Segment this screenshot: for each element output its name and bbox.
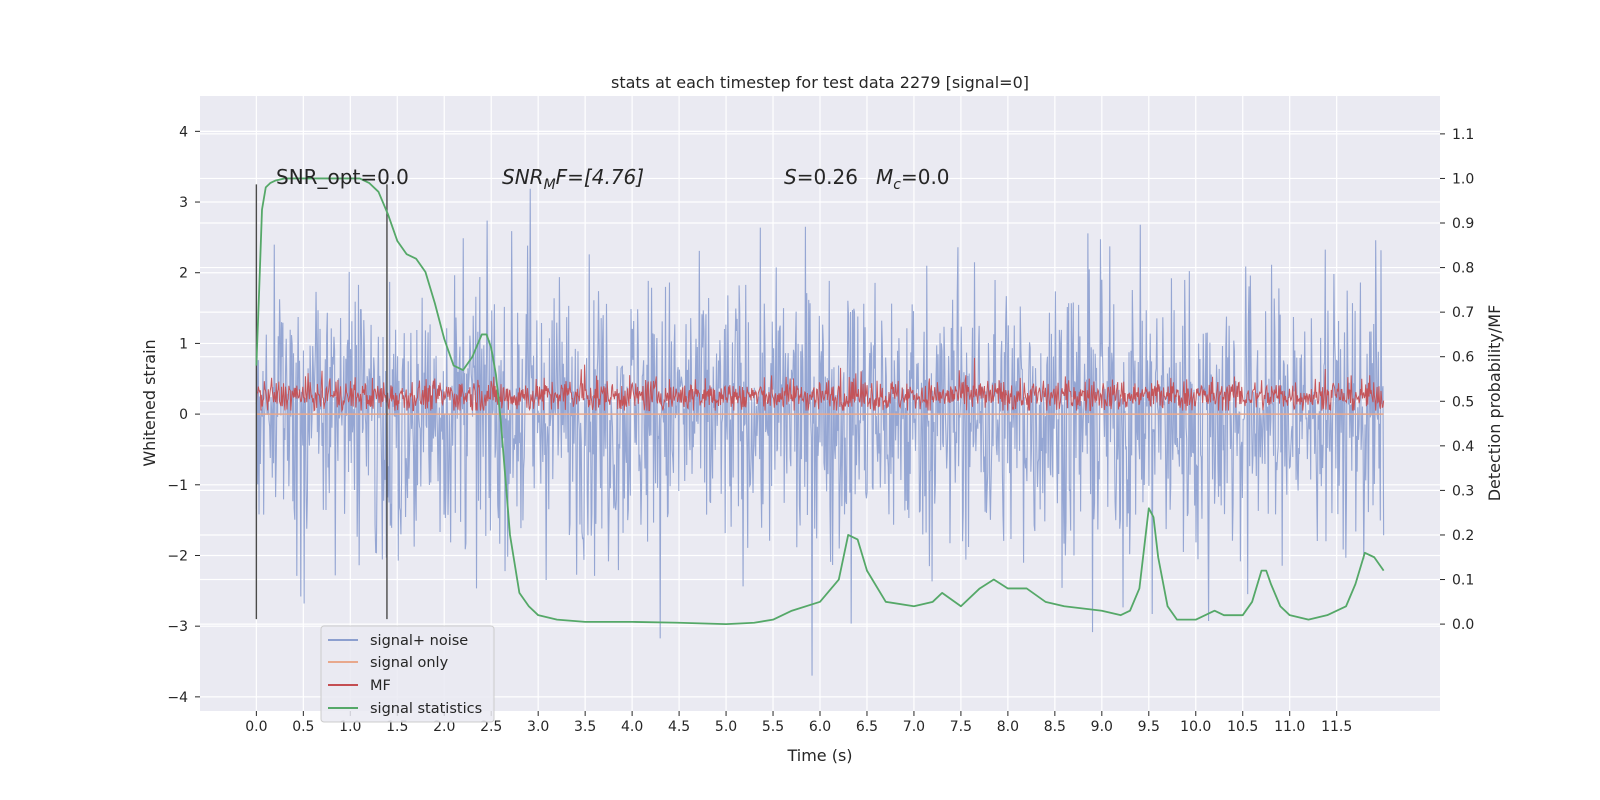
legend-label-signal-noise: signal+ noise [370, 633, 468, 649]
y2-axis-label: Detection probability/MF [1485, 305, 1504, 502]
legend-label-signal-only: signal only [370, 655, 449, 671]
y2-tick-label: 1.0 [1452, 171, 1474, 187]
x-ticks: 0.0 0.5 1.0 1.5 2.0 2.5 3.0 3.5 4.0 4.5 5.0 5.5 6.0 6… [245, 711, 1352, 735]
x-tick-label: 4.5 [668, 719, 690, 735]
series-line [255, 177, 1385, 625]
y2-tick-label: 0.1 [1452, 573, 1474, 589]
x-tick-label: 8.5 [1044, 719, 1066, 735]
x-tick-label: 5.5 [762, 719, 784, 735]
y2-tick-label: 0.2 [1452, 528, 1474, 544]
x-tick-label: 2.0 [433, 719, 455, 735]
x-tick-label: 8.0 [997, 719, 1019, 735]
annotation-s-label: S [784, 165, 797, 189]
y2-tick-label: 0.6 [1452, 350, 1474, 366]
y-tick-label: 2 [179, 266, 188, 282]
x-tick-label: 10.0 [1180, 719, 1211, 735]
y-tick-label: 4 [179, 124, 188, 140]
legend-box [320, 625, 495, 723]
y-tick-label: −1 [167, 478, 188, 494]
x-tick-label: 0.0 [245, 719, 267, 735]
legend-label-signal-statistics: signal statistics [370, 701, 482, 717]
annotation-snr-mf-suffix: F=[4.76] [556, 165, 644, 189]
annotation-mc-label: M [876, 165, 893, 189]
series-line [255, 188, 1385, 676]
annotation-mc-sub: c [893, 177, 901, 193]
y2-tick-label: 0.0 [1452, 617, 1474, 633]
annotation-snr-opt: SNR_opt=0.0 [276, 165, 409, 189]
y-tick-label: −4 [167, 690, 188, 706]
x-tick-label: 2.5 [480, 719, 502, 735]
y-tick-label: −2 [167, 548, 188, 564]
annotation-mc-value: =0.0 [901, 165, 950, 189]
x-tick-label: 3.0 [527, 719, 549, 735]
y-axis-label: Whitened strain [140, 339, 159, 466]
x-tick-label: 9.5 [1138, 719, 1160, 735]
annotation-s-mc: S=0.26 Mc=0.0 [784, 165, 950, 193]
x-tick-label: 11.0 [1274, 719, 1305, 735]
x-tick-label: 11.5 [1321, 719, 1352, 735]
x-tick-label: 7.0 [903, 719, 925, 735]
series-line [255, 357, 1385, 413]
x-tick-label: 10.5 [1227, 719, 1258, 735]
legend-label-mf: MF [370, 678, 391, 694]
y2-tick-label: 0.7 [1452, 305, 1474, 321]
x-tick-label: 1.5 [386, 719, 408, 735]
y2-tick-label: 0.3 [1452, 483, 1474, 499]
y-tick-label: −3 [167, 619, 188, 635]
series-signal-statistics [255, 177, 1385, 625]
y-tick-label: 1 [179, 336, 188, 352]
annotation-snr-mf-prefix: SNR [502, 165, 544, 189]
series-mf [255, 357, 1385, 413]
x-tick-label: 6.5 [856, 719, 878, 735]
marker-lines [255, 184, 388, 620]
x-axis-label: Time (s) [786, 746, 852, 765]
y2-tick-label: 0.4 [1452, 439, 1474, 455]
y2-tick-label: 1.1 [1452, 127, 1474, 143]
annotation-s-value: =0.26 [797, 165, 858, 189]
y2-tick-label: 0.9 [1452, 216, 1474, 232]
x-tick-label: 9.0 [1091, 719, 1113, 735]
annotation-snr-mf: SNRMF=[4.76] [502, 165, 644, 193]
x-tick-label: 5.0 [715, 719, 737, 735]
y-ticks: 4 3 2 1 0 −1 −2 −3 −4 [167, 124, 200, 706]
x-tick-label: 3.5 [574, 719, 596, 735]
x-tick-label: 7.5 [950, 719, 972, 735]
y2-tick-label: 0.5 [1452, 394, 1474, 410]
y2-tick-label: 0.8 [1452, 261, 1474, 277]
annotation-snr-mf-sub: M [544, 177, 556, 193]
x-tick-label: 6.0 [809, 719, 831, 735]
x-tick-label: 0.5 [292, 719, 314, 735]
y2-ticks: 1.1 1.0 0.9 0.8 0.7 0.6 0.5 0.4 0.3 0.2 0.1 0.0 [1440, 127, 1474, 633]
legend: signal+ noise signal only MF signal stat… [320, 625, 495, 723]
y-tick-label: 0 [179, 407, 188, 423]
y-tick-label: 3 [179, 195, 188, 211]
chart-title: stats at each timestep for test data 227… [611, 73, 1029, 92]
x-tick-label: 1.0 [339, 719, 361, 735]
series-signal-noise [255, 188, 1385, 676]
x-tick-label: 4.0 [621, 719, 643, 735]
